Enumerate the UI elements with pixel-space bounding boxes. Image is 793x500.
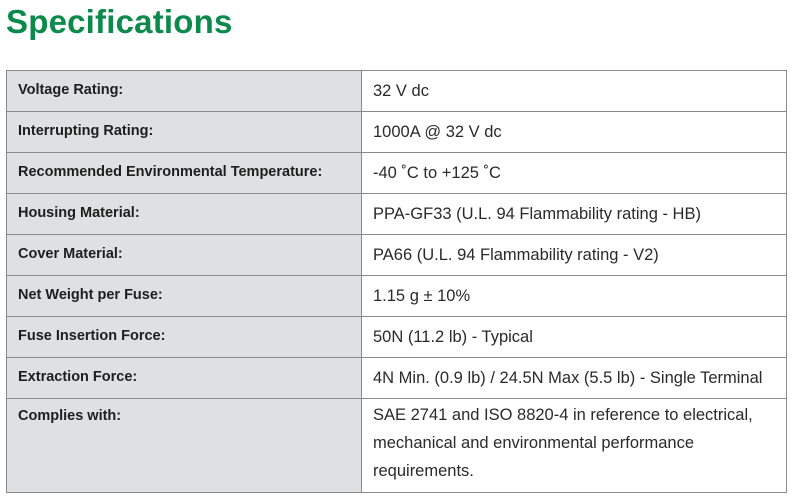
spec-label: Fuse Insertion Force: <box>6 316 362 358</box>
spec-value: PPA-GF33 (U.L. 94 Flammability rating - … <box>361 193 787 235</box>
specifications-table: Voltage Rating: 32 V dc Interrupting Rat… <box>6 70 787 493</box>
table-row: Interrupting Rating: 1000A @ 32 V dc <box>6 111 787 153</box>
spec-value: SAE 2741 and ISO 8820-4 in reference to … <box>361 398 787 493</box>
spec-label: Recommended Environmental Temperature: <box>6 152 362 194</box>
spec-label: Cover Material: <box>6 234 362 276</box>
table-row: Extraction Force: 4N Min. (0.9 lb) / 24.… <box>6 357 787 399</box>
spec-label: Voltage Rating: <box>6 70 362 112</box>
spec-value: 50N (11.2 lb) - Typical <box>361 316 787 358</box>
table-row: Fuse Insertion Force: 50N (11.2 lb) - Ty… <box>6 316 787 358</box>
spec-value: 32 V dc <box>361 70 787 112</box>
page-title: Specifications <box>6 3 233 40</box>
table-row: Recommended Environmental Temperature: -… <box>6 152 787 194</box>
spec-value: 1000A @ 32 V dc <box>361 111 787 153</box>
spec-value: PA66 (U.L. 94 Flammability rating - V2) <box>361 234 787 276</box>
spec-label: Complies with: <box>6 398 362 493</box>
spec-label: Interrupting Rating: <box>6 111 362 153</box>
table-row: Cover Material: PA66 (U.L. 94 Flammabili… <box>6 234 787 276</box>
spec-value: 4N Min. (0.9 lb) / 24.5N Max (5.5 lb) - … <box>361 357 787 399</box>
table-row: Voltage Rating: 32 V dc <box>6 70 787 112</box>
spec-label: Net Weight per Fuse: <box>6 275 362 317</box>
spec-label: Extraction Force: <box>6 357 362 399</box>
table-row: Net Weight per Fuse: 1.15 g ± 10% <box>6 275 787 317</box>
spec-label: Housing Material: <box>6 193 362 235</box>
table-row: Housing Material: PPA-GF33 (U.L. 94 Flam… <box>6 193 787 235</box>
spec-value: -40 ˚C to +125 ˚C <box>361 152 787 194</box>
spec-value: 1.15 g ± 10% <box>361 275 787 317</box>
table-row: Complies with: SAE 2741 and ISO 8820-4 i… <box>6 398 787 493</box>
